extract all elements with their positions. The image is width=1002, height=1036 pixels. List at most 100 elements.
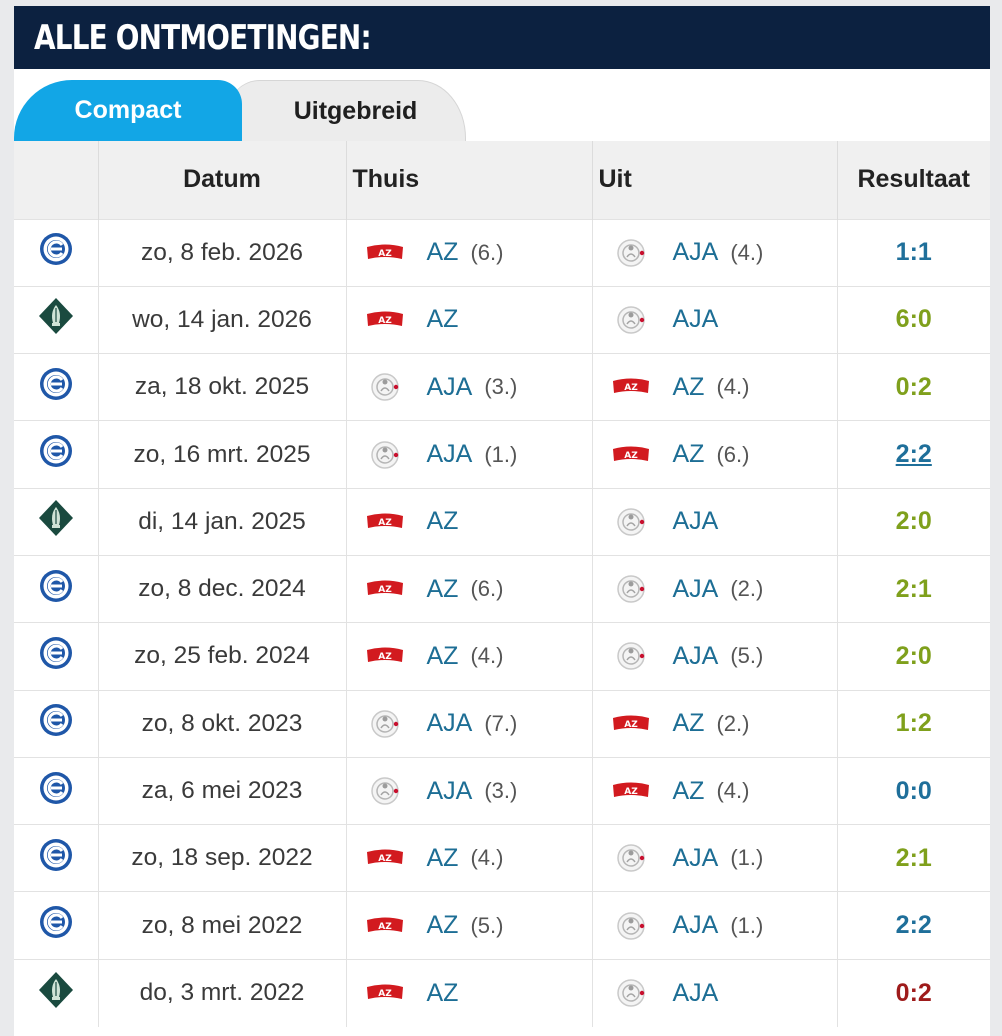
away-team-position: (4.) — [716, 778, 750, 804]
home-team-link[interactable]: AZ — [426, 843, 459, 872]
matches-table: Datum Thuis Uit Resultaat zo, 8 feb. 202… — [14, 141, 990, 1027]
table-row[interactable]: zo, 8 mei 2022 AZ AZ (5.) AJA (1.) 2:2 — [14, 891, 990, 960]
table-row[interactable]: zo, 8 dec. 2024 AZ AZ (6.) AJA (2.) 2:1 — [14, 554, 990, 623]
home-team-position: (7.) — [484, 710, 518, 736]
az-logo-icon: AZ — [365, 574, 405, 604]
ajax-logo-icon — [365, 372, 405, 402]
away-team-position: (6.) — [716, 441, 750, 467]
away-team-link[interactable]: AJA — [672, 978, 719, 1007]
match-date: zo, 8 mei 2022 — [98, 891, 347, 960]
table-row[interactable]: za, 6 mei 2023 AJA (3.) AZ AZ (4.) 0:0 — [14, 756, 990, 825]
result-cell: 2:2 — [837, 420, 990, 489]
home-team-link[interactable]: AZ — [426, 978, 459, 1007]
away-team-position: (4.) — [716, 374, 750, 400]
svg-text:AZ: AZ — [378, 316, 392, 326]
match-result-link[interactable]: 2:1 — [895, 843, 932, 872]
head-to-head-panel: ALLE ONTMOETINGEN: Compact Uitgebreid Da… — [14, 6, 990, 1036]
home-team-cell: AZ AZ (4.) — [346, 824, 593, 892]
competition-cell — [14, 420, 99, 489]
home-team-link[interactable]: AJA — [426, 776, 473, 805]
home-team-position: (6.) — [470, 239, 504, 265]
column-header-competition — [14, 141, 99, 219]
competition-cell — [14, 487, 99, 556]
tab-uitgebreid[interactable]: Uitgebreid — [228, 80, 466, 141]
away-team-position: (5.) — [730, 643, 764, 669]
table-row[interactable]: do, 3 mrt. 2022 AZ AZ AJA 0:2 — [14, 958, 990, 1027]
match-result-link[interactable]: 1:2 — [895, 709, 932, 738]
home-team-link[interactable]: AZ — [426, 641, 459, 670]
competition-cell — [14, 218, 99, 287]
match-date: wo, 14 jan. 2026 — [98, 285, 347, 354]
away-team-link[interactable]: AJA — [672, 911, 719, 940]
match-result-link[interactable]: 0:2 — [895, 372, 932, 401]
table-row[interactable]: zo, 18 sep. 2022 AZ AZ (4.) AJA (1.) 2:1 — [14, 824, 990, 892]
az-logo-icon: AZ — [365, 911, 405, 941]
away-team-cell: AJA — [592, 285, 838, 354]
match-date: do, 3 mrt. 2022 — [98, 958, 347, 1027]
away-team-link[interactable]: AJA — [672, 305, 719, 334]
home-team-link[interactable]: AJA — [426, 440, 473, 469]
eredivisie-icon — [38, 837, 74, 880]
column-header-date: Datum — [98, 141, 347, 219]
svg-text:AZ: AZ — [624, 720, 638, 730]
table-row[interactable]: wo, 14 jan. 2026 AZ AZ AJA 6:0 — [14, 285, 990, 354]
result-cell: 0:2 — [837, 353, 990, 421]
away-team-cell: AJA — [592, 958, 838, 1027]
away-team-cell: AZ AZ (4.) — [592, 756, 838, 825]
away-team-link[interactable]: AJA — [672, 238, 719, 267]
home-team-link[interactable]: AZ — [426, 507, 459, 536]
match-date: za, 6 mei 2023 — [98, 756, 347, 825]
column-header-result: Resultaat — [837, 141, 990, 219]
match-result-link[interactable]: 2:0 — [895, 507, 932, 536]
away-team-link[interactable]: AZ — [672, 440, 705, 469]
result-cell: 0:2 — [837, 958, 990, 1027]
svg-text:AZ: AZ — [624, 787, 638, 797]
home-team-position: (1.) — [484, 441, 518, 467]
svg-text:AZ: AZ — [378, 922, 392, 932]
away-team-link[interactable]: AZ — [672, 709, 705, 738]
match-date: za, 18 okt. 2025 — [98, 353, 347, 421]
table-row[interactable]: zo, 16 mrt. 2025 AJA (1.) AZ AZ (6.) 2:2 — [14, 420, 990, 489]
away-team-position: (1.) — [730, 845, 764, 871]
tab-compact[interactable]: Compact — [14, 80, 242, 141]
home-team-link[interactable]: AJA — [426, 372, 473, 401]
away-team-link[interactable]: AJA — [672, 574, 719, 603]
match-result-link[interactable]: 2:2 — [895, 911, 932, 940]
match-date: zo, 25 feb. 2024 — [98, 622, 347, 691]
table-row[interactable]: zo, 8 feb. 2026 AZ AZ (6.) AJA (4.) 1:1 — [14, 218, 990, 287]
away-team-position: (1.) — [730, 912, 764, 938]
home-team-link[interactable]: AZ — [426, 574, 459, 603]
ajax-logo-icon — [611, 507, 651, 537]
table-row[interactable]: zo, 8 okt. 2023 AJA (7.) AZ AZ (2.) 1:2 — [14, 689, 990, 758]
match-result-link[interactable]: 1:1 — [895, 238, 932, 267]
away-team-link[interactable]: AJA — [672, 641, 719, 670]
match-date: zo, 8 dec. 2024 — [98, 554, 347, 623]
home-team-link[interactable]: AZ — [426, 911, 459, 940]
competition-cell — [14, 622, 99, 691]
competition-cell — [14, 824, 99, 892]
table-row[interactable]: za, 18 okt. 2025 AJA (3.) AZ AZ (4.) 0:2 — [14, 353, 990, 421]
home-team-link[interactable]: AJA — [426, 709, 473, 738]
match-result-link[interactable]: 0:0 — [895, 776, 932, 805]
match-result-link[interactable]: 0:2 — [895, 978, 932, 1007]
away-team-link[interactable]: AJA — [672, 843, 719, 872]
match-result-link[interactable]: 2:0 — [895, 641, 932, 670]
match-result-link[interactable]: 2:2 — [895, 440, 932, 469]
match-date: zo, 8 feb. 2026 — [98, 218, 347, 287]
home-team-link[interactable]: AZ — [426, 305, 459, 334]
result-cell: 6:0 — [837, 285, 990, 354]
match-result-link[interactable]: 2:1 — [895, 574, 932, 603]
result-cell: 2:0 — [837, 487, 990, 556]
home-team-cell: AZ AZ (4.) — [346, 622, 593, 691]
home-team-cell: AZ AZ — [346, 487, 593, 556]
svg-text:AZ: AZ — [378, 652, 392, 662]
away-team-link[interactable]: AJA — [672, 507, 719, 536]
away-team-link[interactable]: AZ — [672, 372, 705, 401]
eredivisie-icon — [38, 770, 74, 813]
away-team-link[interactable]: AZ — [672, 776, 705, 805]
competition-cell — [14, 689, 99, 758]
table-row[interactable]: zo, 25 feb. 2024 AZ AZ (4.) AJA (5.) 2:0 — [14, 622, 990, 691]
home-team-link[interactable]: AZ — [426, 238, 459, 267]
table-row[interactable]: di, 14 jan. 2025 AZ AZ AJA 2:0 — [14, 487, 990, 556]
match-result-link[interactable]: 6:0 — [895, 305, 932, 334]
